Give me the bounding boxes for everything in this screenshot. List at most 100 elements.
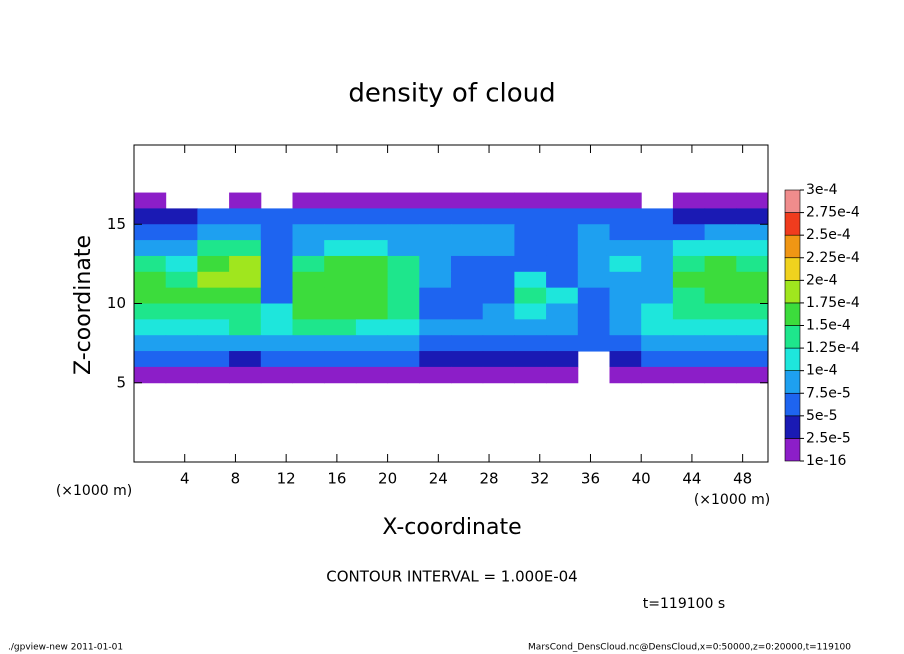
x-tick-label: 12 [277,470,296,488]
heatmap-cell [260,224,293,241]
heatmap-cell [482,208,515,225]
heatmap-cell [387,319,420,336]
heatmap-cell [197,366,230,384]
y-tick-label: 10 [107,294,126,312]
heatmap-cell [292,240,325,257]
heatmap-cell [387,208,420,225]
heatmap-cell [229,192,262,209]
heatmap-cell [672,208,706,225]
heatmap-cell [577,192,610,209]
heatmap-cell [260,351,293,368]
heatmap-cell [514,224,547,241]
heatmap-cell [641,366,674,384]
heatmap-cell [387,287,420,304]
heatmap-cell [609,240,642,257]
heatmap-cell [451,351,484,368]
heatmap-cell [609,271,642,289]
x-axis-title: X-coordinate [382,515,521,540]
heatmap-cell [482,255,515,273]
x-tick-label: 24 [429,470,448,488]
heatmap-cell [577,287,610,304]
colorbar-label: 2e-4 [806,272,838,288]
heatmap-cell [355,208,389,225]
heatmap-cell [324,208,357,225]
heatmap-cell [165,208,198,225]
colorbar-swatch [784,347,801,371]
x-tick-label: 28 [479,470,498,488]
colorbar-swatch [784,280,801,304]
heatmap-cell [641,319,674,336]
heatmap-cell [451,255,484,273]
heatmap-cell [451,240,484,257]
heatmap-cell [546,335,579,352]
x-tick-label: 8 [231,470,241,488]
heatmap-cell [229,303,262,320]
heatmap-cell [134,208,167,225]
heatmap-cell [482,351,515,368]
heatmap-cell [165,366,198,384]
heatmap-cell [609,255,642,273]
heatmap-cell [229,208,262,225]
heatmap-cell [451,192,484,209]
heatmap-cell [229,335,262,352]
heatmap-cell [704,366,737,384]
heatmap-cell [514,303,547,320]
heatmap-cell [514,208,547,225]
heatmap-cell [355,192,389,209]
heatmap-cell [324,335,357,352]
heatmap-cell [197,303,230,320]
heatmap-cell [451,366,484,384]
heatmap-cell [134,287,167,304]
heatmap-cell [736,303,769,320]
heatmap-cell [229,271,262,289]
heatmap-cell [577,303,610,320]
heatmap-cell [134,319,167,336]
heatmap-cell [672,224,706,241]
heatmap-cell [387,303,420,320]
heatmap-cell [609,192,642,209]
heatmap-cell [546,208,579,225]
heatmap-cell [355,319,389,336]
heatmap-cell [736,255,769,273]
heatmap-cell [451,224,484,241]
colorbar-label: 2.5e-5 [806,430,851,446]
heatmap-cell [387,335,420,352]
heatmap-cell [292,303,325,320]
heatmap-cell [387,192,420,209]
heatmap-cell [229,255,262,273]
heatmap-cell [736,240,769,257]
heatmap-cell [355,255,389,273]
time-note: t=119100 s [643,596,725,612]
heatmap-cell [577,255,610,273]
heatmap-cell [704,255,737,273]
heatmap-cell [197,271,230,289]
heatmap-cell [736,287,769,304]
heatmap-cell [134,255,167,273]
heatmap-cell [577,335,610,352]
heatmap-cell [704,224,737,241]
heatmap-cell [736,208,769,225]
heatmap-cell [672,335,706,352]
heatmap-cell [355,271,389,289]
heatmap-cell [482,366,515,384]
heatmap-cell [324,303,357,320]
heatmap-cell [641,287,674,304]
heatmap-cell [387,224,420,241]
heatmap-cell [672,366,706,384]
heatmap-cell [546,255,579,273]
colorbar-label: 2.75e-4 [806,205,860,221]
heatmap-cell [672,287,706,304]
colorbar-swatch [784,415,801,439]
heatmap-cell [324,319,357,336]
heatmap-cell [451,303,484,320]
heatmap-cell [641,240,674,257]
heatmap-cell [134,271,167,289]
heatmap-cell [577,319,610,336]
heatmap-cell [482,287,515,304]
heatmap-cell [736,192,769,209]
heatmap-cell [387,240,420,257]
heatmap-cell [419,271,452,289]
heatmap-cell [292,224,325,241]
heatmap-cell [419,335,452,352]
